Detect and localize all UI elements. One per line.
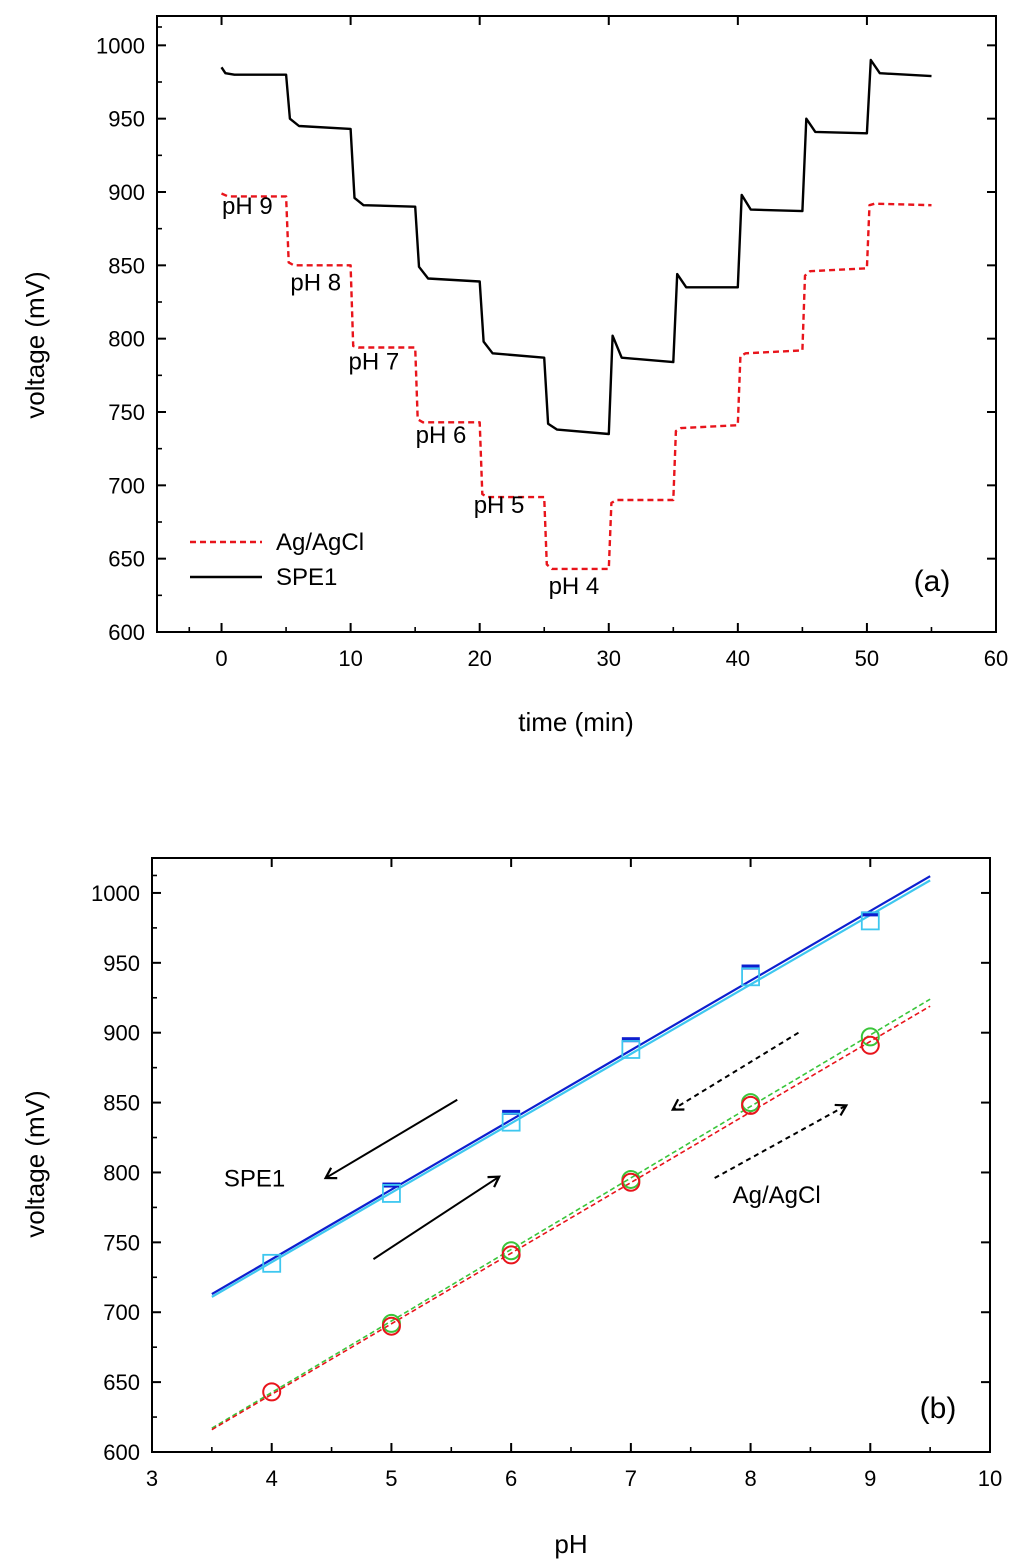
fit-line-spe1-fit-forward <box>211 875 931 1296</box>
panel-b-y-tick-label: 800 <box>103 1160 140 1185</box>
panel-b-xlabel: pH <box>554 1529 587 1559</box>
point-spe1-reverse <box>382 1184 401 1203</box>
direction-arrow-solid <box>372 1175 501 1260</box>
point-spe1-reverse <box>501 1112 521 1132</box>
point-spe1-forward <box>741 964 760 970</box>
panel-a-y-tick-label: 1000 <box>96 33 145 58</box>
panel-a-y-tick-label: 750 <box>108 400 145 425</box>
panel-a-frame <box>156 15 997 633</box>
panel-a-x-tick-label: 0 <box>215 646 227 671</box>
panel-a-y-tick-label: 700 <box>108 473 145 498</box>
panel-b-y-tick-label: 750 <box>103 1230 140 1255</box>
panel-b-x-tick-label: 3 <box>146 1466 158 1491</box>
panel-b-label: (b) <box>920 1392 957 1425</box>
legend-label-ag-agcl: Ag/AgCl <box>276 529 364 556</box>
panel-b-x-tick-label: 9 <box>864 1466 876 1491</box>
point-ag-agcl-forward <box>860 1027 880 1047</box>
panel-b-y-tick-label: 650 <box>103 1370 140 1395</box>
panel-a-y-tick-label: 900 <box>108 180 145 205</box>
panel-a-y-tick-label: 950 <box>108 107 145 132</box>
annotation-ph-7: pH 7 <box>348 348 399 375</box>
point-spe1-forward <box>502 1109 521 1115</box>
panel-a-x-tick-label: 10 <box>338 646 362 671</box>
fit-line-ag-agcl-fit-reverse <box>211 1005 931 1431</box>
point-spe1-reverse <box>262 1253 282 1273</box>
point-ag-agcl-reverse <box>621 1172 641 1192</box>
panel-a-y-tick-label: 850 <box>108 253 145 278</box>
point-ag-agcl-reverse <box>860 1035 880 1055</box>
point-spe1-forward <box>621 1037 640 1043</box>
panel-b-y-tick-label: 900 <box>103 1021 140 1046</box>
panel-b-ylabel: voltage (mV) <box>20 1090 50 1237</box>
panel-a-x-tick-label: 50 <box>855 646 879 671</box>
point-spe1-reverse <box>741 967 760 987</box>
panel-b-y-tick-label: 700 <box>103 1300 140 1325</box>
point-spe1-reverse <box>860 911 880 931</box>
point-spe1-reverse <box>621 1040 641 1059</box>
point-ag-agcl-forward <box>501 1241 521 1261</box>
panel-a-x-tick-label: 30 <box>597 646 621 671</box>
panel-a: 0 10 20 30 40 50 60 600 650 700 750 800 850 900 950 100… <box>20 15 1008 737</box>
panel-a-y-tick-label: 800 <box>108 327 145 352</box>
panel-a-xlabel: time (min) <box>518 707 634 737</box>
panel-a-ylabel: voltage (mV) <box>20 271 50 418</box>
series-line-ag-agcl <box>221 192 932 571</box>
annotation-ph-8: pH 8 <box>290 269 341 296</box>
panel-a-y-tick-label: 600 <box>108 620 145 645</box>
annotation-ag-agcl: Ag/AgCl <box>733 1182 821 1209</box>
annotation-ph-4: pH 4 <box>549 573 600 600</box>
point-spe1-forward <box>861 911 880 917</box>
direction-arrow-dashed <box>714 1103 849 1179</box>
direction-arrow-solid <box>323 1098 458 1180</box>
point-ag-agcl-reverse <box>501 1245 521 1265</box>
panel-a-y-tick-label: 650 <box>108 547 145 572</box>
fit-line-ag-agcl-fit-forward <box>211 998 931 1429</box>
point-ag-agcl-reverse <box>262 1382 282 1402</box>
legend-label-spe1: SPE1 <box>276 564 337 591</box>
panel-b-x-tick-label: 7 <box>625 1466 637 1491</box>
panel-a-x-tick-label: 60 <box>984 646 1008 671</box>
panel-b-y-tick-label: 950 <box>103 951 140 976</box>
panel-a-label: (a) <box>914 565 951 598</box>
panel-b-x-tick-label: 6 <box>505 1466 517 1491</box>
panel-b-y-tick-label: 1000 <box>91 881 140 906</box>
panel-a-x-tick-label: 40 <box>726 646 750 671</box>
direction-arrow-dashed <box>670 1031 799 1111</box>
panel-a-plot-area: 0 10 20 30 40 50 60 600 650 700 750 800 850 900 950 100… <box>96 15 1008 671</box>
panel-b-y-tick-label: 850 <box>103 1091 140 1116</box>
fit-line-spe1-fit-reverse <box>211 879 931 1298</box>
panel-b-x-tick-label: 4 <box>266 1466 278 1491</box>
panel-a-legend: Ag/AgCl SPE1 <box>190 529 364 591</box>
series-line-spe1 <box>220 58 932 436</box>
annotation-spe1: SPE1 <box>224 1165 285 1192</box>
annotation-ph-9: pH 9 <box>222 193 273 220</box>
panel-b-y-tick-label: 600 <box>103 1440 140 1465</box>
annotation-ph-5: pH 5 <box>474 492 525 519</box>
point-ag-agcl-reverse <box>381 1316 401 1336</box>
point-ag-agcl-reverse <box>741 1095 761 1115</box>
panel-b-x-tick-label: 5 <box>385 1466 397 1491</box>
panel-b-plot-area: 3 4 5 6 7 8 9 10 600 650 700 750 800 850 900 950 1000 SPE… <box>91 857 1002 1491</box>
panel-b-frame <box>151 857 991 1453</box>
panel-a-x-tick-label: 20 <box>467 646 491 671</box>
panel-b-x-tick-label: 8 <box>744 1466 756 1491</box>
annotation-ph-6: pH 6 <box>416 422 467 449</box>
panel-b: 3 4 5 6 7 8 9 10 600 650 700 750 800 850 900 950 1000 SPE… <box>20 857 1002 1559</box>
panel-b-x-tick-label: 10 <box>978 1466 1002 1491</box>
